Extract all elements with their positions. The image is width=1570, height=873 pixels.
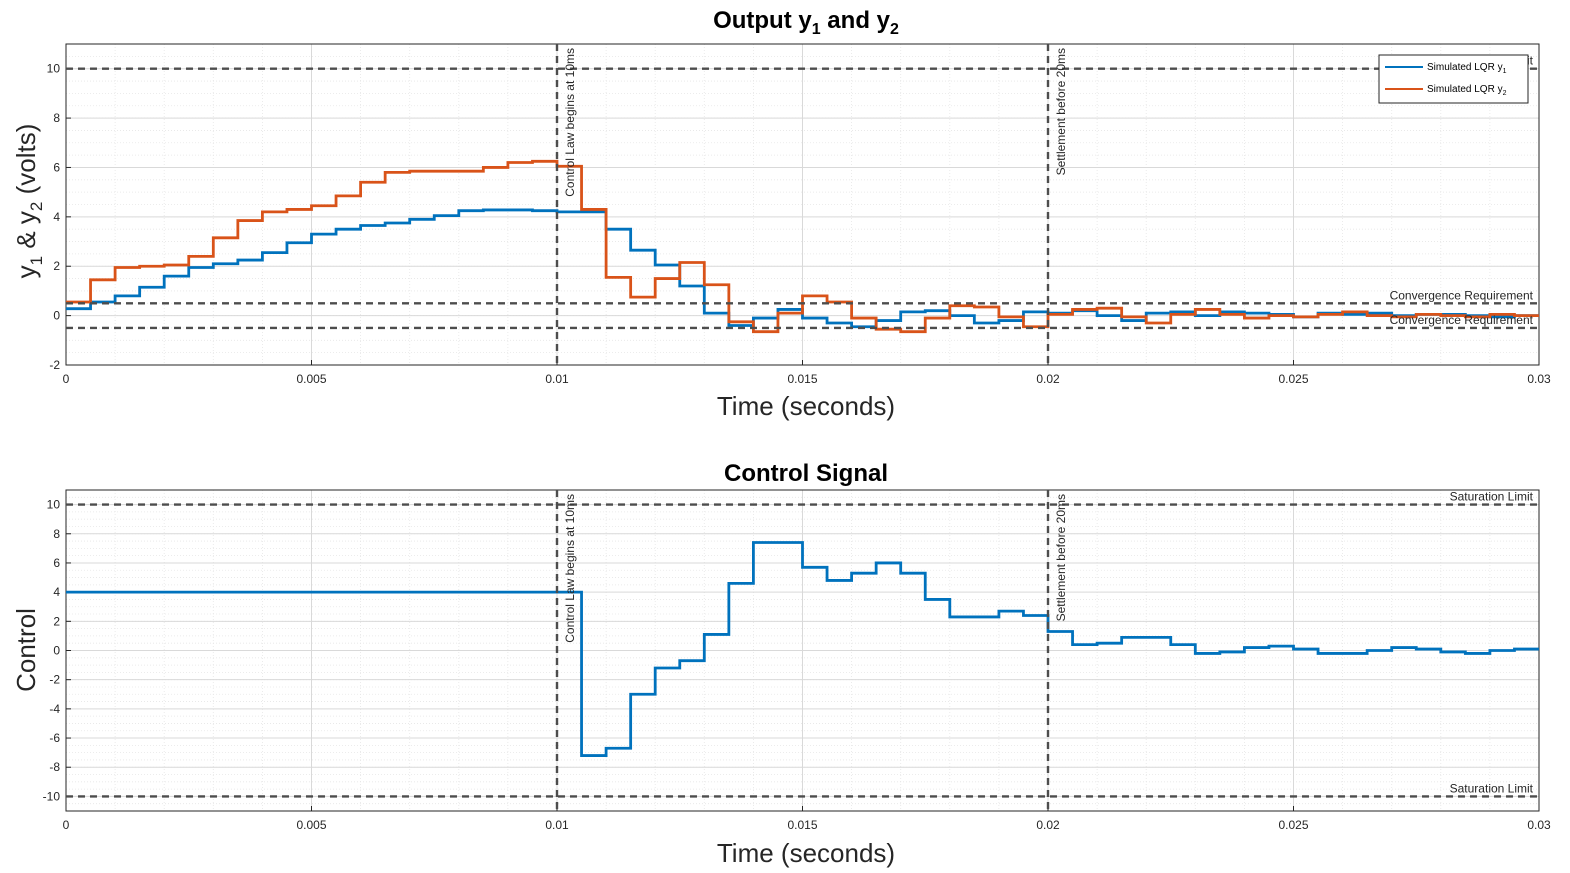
y-tick-label: 0 <box>53 644 60 658</box>
output-plot-legend: Simulated LQR y1 Simulated LQR y2 <box>1378 54 1529 104</box>
control-plot-ylabel: Control <box>11 608 41 692</box>
x-tick-label: 0.01 <box>545 818 569 832</box>
hline-label: Saturation Limit <box>1450 490 1534 504</box>
x-tick-label: 0.015 <box>787 372 817 386</box>
y-tick-label: 4 <box>53 585 60 599</box>
x-tick-label: 0.025 <box>1278 372 1308 386</box>
y-tick-label: 2 <box>53 259 60 273</box>
control-plot-xlabel: Time (seconds) <box>717 838 895 868</box>
x-tick-label: 0.03 <box>1527 818 1551 832</box>
y-tick-label: 6 <box>53 556 60 570</box>
y-tick-label: -10 <box>43 789 61 803</box>
output-plot-xlabel: Time (seconds) <box>717 391 895 421</box>
x-tick-label: 0 <box>63 372 70 386</box>
y-tick-label: 8 <box>53 111 60 125</box>
x-tick-label: 0.01 <box>545 372 569 386</box>
x-tick-label: 0.005 <box>296 372 326 386</box>
hline-label: Saturation Limit <box>1450 781 1534 795</box>
hline-label: Convergence Requirement <box>1390 313 1534 327</box>
x-tick-label: 0.03 <box>1527 372 1551 386</box>
legend-label-y2: Simulated LQR y2 <box>1427 84 1507 97</box>
control-plot-title: Control Signal <box>724 460 888 487</box>
y-tick-label: -2 <box>49 358 60 372</box>
x-tick-label: 0.02 <box>1036 372 1060 386</box>
x-tick-label: 0.025 <box>1278 818 1308 832</box>
legend-box <box>1378 54 1529 104</box>
vline-label: Settlement before 20ms <box>1054 494 1068 621</box>
plot-area: 0 0.005 0.01 0.015 0.02 0.025 0.03 -10 -8 -6 -4 -2 0… <box>43 489 1551 832</box>
hline-label: Convergence Requirement <box>1390 288 1534 302</box>
y-tick-label: 10 <box>47 62 61 76</box>
output-plot-title: Output y1 and y2 <box>713 7 899 38</box>
vline-label: Control Law begins at 10ms <box>563 494 577 643</box>
vline-label: Control Law begins at 10ms <box>563 48 577 197</box>
y-tick-label: 2 <box>53 614 60 628</box>
y-tick-label: -2 <box>49 673 60 687</box>
y-tick-label: -8 <box>49 760 60 774</box>
x-tick-label: 0.015 <box>787 818 817 832</box>
y-tick-label: 0 <box>53 309 60 323</box>
y-tick-label: 6 <box>53 160 60 174</box>
legend-label-y1: Simulated LQR y1 <box>1427 62 1507 75</box>
y-tick-label: -6 <box>49 731 60 745</box>
y-tick-label: 4 <box>53 210 60 224</box>
output-plot: Output y1 and y2 y1 & y2 (volts) Time (s… <box>11 7 1551 421</box>
y-tick-label: 8 <box>53 527 60 541</box>
x-tick-label: 0.02 <box>1036 818 1060 832</box>
y-tick-label: -4 <box>49 702 60 716</box>
output-plot-ylabel: y1 & y2 (volts) <box>11 124 46 279</box>
y-tick-label: 10 <box>47 498 61 512</box>
x-tick-label: 0.005 <box>296 818 326 832</box>
series-line-2 <box>66 159 1539 334</box>
vline-label: Settlement before 20ms <box>1054 48 1068 175</box>
x-tick-label: 0 <box>63 818 70 832</box>
plot-area: 00.0050.010.0150.020.0250.03-20246810Sat… <box>47 43 1551 386</box>
